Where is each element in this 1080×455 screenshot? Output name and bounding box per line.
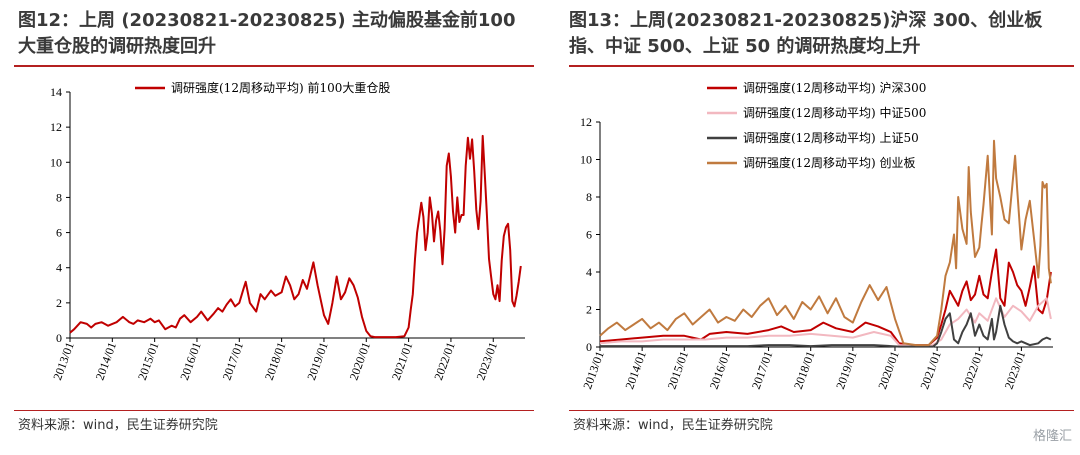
y-tick-label: 8 [586,190,592,204]
y-tick-label: 12 [50,120,62,134]
x-tick-label: 2019/01 [833,349,860,391]
source-note: 资料来源：wind，民生证券研究院 [18,418,218,433]
legend-label: 调研强度(12周移动平均) 创业板 [743,155,915,170]
series-line-1 [69,134,522,339]
x-tick-label: 2013/01 [580,349,607,391]
x-tick-label: 2018/01 [791,349,818,391]
x-tick-label: 2020/01 [875,349,902,391]
chart-title: 图13：上周(20230821-20230825)沪深 300、创业板指、中证 … [569,10,1043,57]
x-tick-label: 2016/01 [707,349,734,391]
right-chart-panel: 图13：上周(20230821-20230825)沪深 300、创业板指、中证 … [555,0,1080,455]
x-tick-label: 2019/01 [304,340,331,382]
x-tick-label: 2013/01 [50,340,77,382]
y-tick-label: 2 [586,303,592,317]
title-divider [14,65,534,67]
series-line-1 [599,248,1052,347]
y-tick-label: 6 [586,228,592,242]
watermark: 格隆汇 [1032,429,1072,444]
chart-title: 图12：上周 (20230821-20230825) 主动偏股基金前100 大重… [18,10,516,57]
source-divider [569,410,1074,411]
x-tick-label: 2021/01 [389,340,416,382]
series-line-4 [599,139,1052,347]
x-tick-label: 2015/01 [135,340,162,382]
y-tick-label: 12 [580,115,592,129]
x-tick-label: 2016/01 [177,340,204,382]
y-tick-label: 10 [580,153,592,167]
y-tick-label: 4 [586,265,592,279]
y-tick-label: 0 [586,340,592,354]
x-tick-label: 2014/01 [622,349,649,391]
x-tick-label: 2022/01 [431,340,458,382]
y-tick-label: 6 [56,226,62,240]
y-tick-label: 8 [56,190,62,204]
legend-label: 调研强度(12周移动平均) 中证500 [743,105,926,120]
legend-label: 调研强度(12周移动平均) 沪深300 [743,80,926,95]
x-tick-label: 2023/01 [1002,349,1029,391]
y-tick-label: 10 [50,155,62,169]
x-tick-label: 2017/01 [749,349,776,391]
y-tick-label: 4 [56,261,62,275]
series-line-2 [599,297,1052,348]
y-tick-label: 14 [50,85,62,99]
title-divider [569,65,1074,67]
x-tick-label: 2021/01 [917,349,944,391]
x-tick-label: 2015/01 [664,349,691,391]
legend-label: 调研强度(12周移动平均) 前100大重仓股 [171,80,390,95]
x-tick-label: 2022/01 [959,349,986,391]
source-divider [14,410,534,411]
series-line-3 [600,304,1052,348]
x-tick-label: 2023/01 [473,340,500,382]
y-tick-label: 2 [56,296,62,310]
left-line-chart: 0 2 4 6 8 10 12 14 2013/01 2014/01 2015/01 2016/01 2… [50,80,525,382]
right-line-chart: 0 2 4 6 8 10 12 2013/01 2014/01 2015/01 2016/01 201… [580,80,1053,391]
left-chart-panel: 图12：上周 (20230821-20230825) 主动偏股基金前100 大重… [14,10,534,433]
source-note: 资料来源：wind，民生证券研究院 [573,418,773,433]
y-tick-label: 0 [56,331,62,345]
x-tick-label: 2018/01 [262,340,289,382]
legend-label: 调研强度(12周移动平均) 上证50 [743,130,919,145]
x-tick-label: 2017/01 [220,340,247,382]
x-tick-label: 2014/01 [93,340,120,382]
x-tick-label: 2020/01 [346,340,373,382]
